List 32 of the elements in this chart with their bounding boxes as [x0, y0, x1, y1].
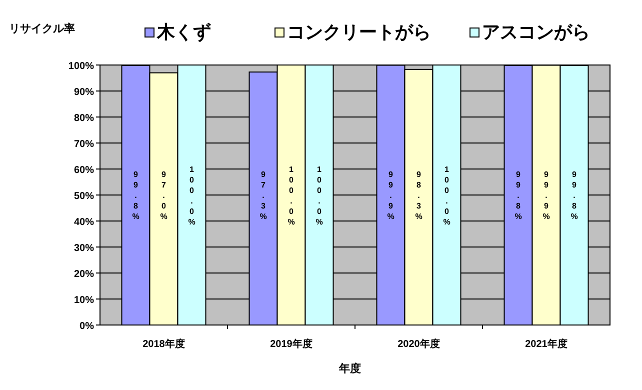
data-label: 98.3% [415, 170, 422, 221]
data-label: 99.8% [132, 170, 140, 221]
y-axis-title: リサイクル率 [9, 22, 75, 35]
x-tick-label: 2019年度 [270, 338, 312, 350]
data-label: 97.0% [160, 170, 168, 221]
x-tick-label: 2021年度 [525, 338, 568, 350]
y-tick-label: 90% [74, 87, 94, 98]
y-tick-label: 20% [74, 269, 94, 280]
y-tick-label: 50% [74, 191, 94, 202]
data-label: 100.0% [443, 164, 450, 226]
x-axis-title: 年度 [338, 362, 361, 375]
y-tick-label: 30% [74, 243, 94, 254]
legend-label: コンクリートがら [287, 22, 431, 42]
y-tick-label: 10% [74, 295, 94, 306]
data-label: 99.9% [542, 170, 550, 221]
y-tick-label: 80% [74, 113, 94, 124]
data-label: 99.8% [514, 170, 522, 221]
y-tick-label: 60% [74, 165, 94, 176]
x-tick-label: 2018年度 [142, 338, 185, 350]
legend-label: 木くず [156, 22, 211, 43]
data-label: 100.0% [188, 164, 196, 226]
data-label: 99.9% [387, 170, 394, 221]
y-tick-label: 100% [68, 61, 94, 72]
data-label: 97.3% [260, 170, 267, 221]
x-tick-label: 2020年度 [398, 338, 440, 350]
data-label: 100.0% [288, 164, 295, 226]
y-tick-label: 40% [74, 217, 94, 228]
y-tick-label: 0% [80, 321, 94, 332]
data-label: 100.0% [316, 164, 323, 226]
data-label: 99.8% [570, 170, 578, 221]
y-tick-label: 70% [74, 139, 94, 150]
legend-label: アスコンがら [482, 22, 590, 42]
